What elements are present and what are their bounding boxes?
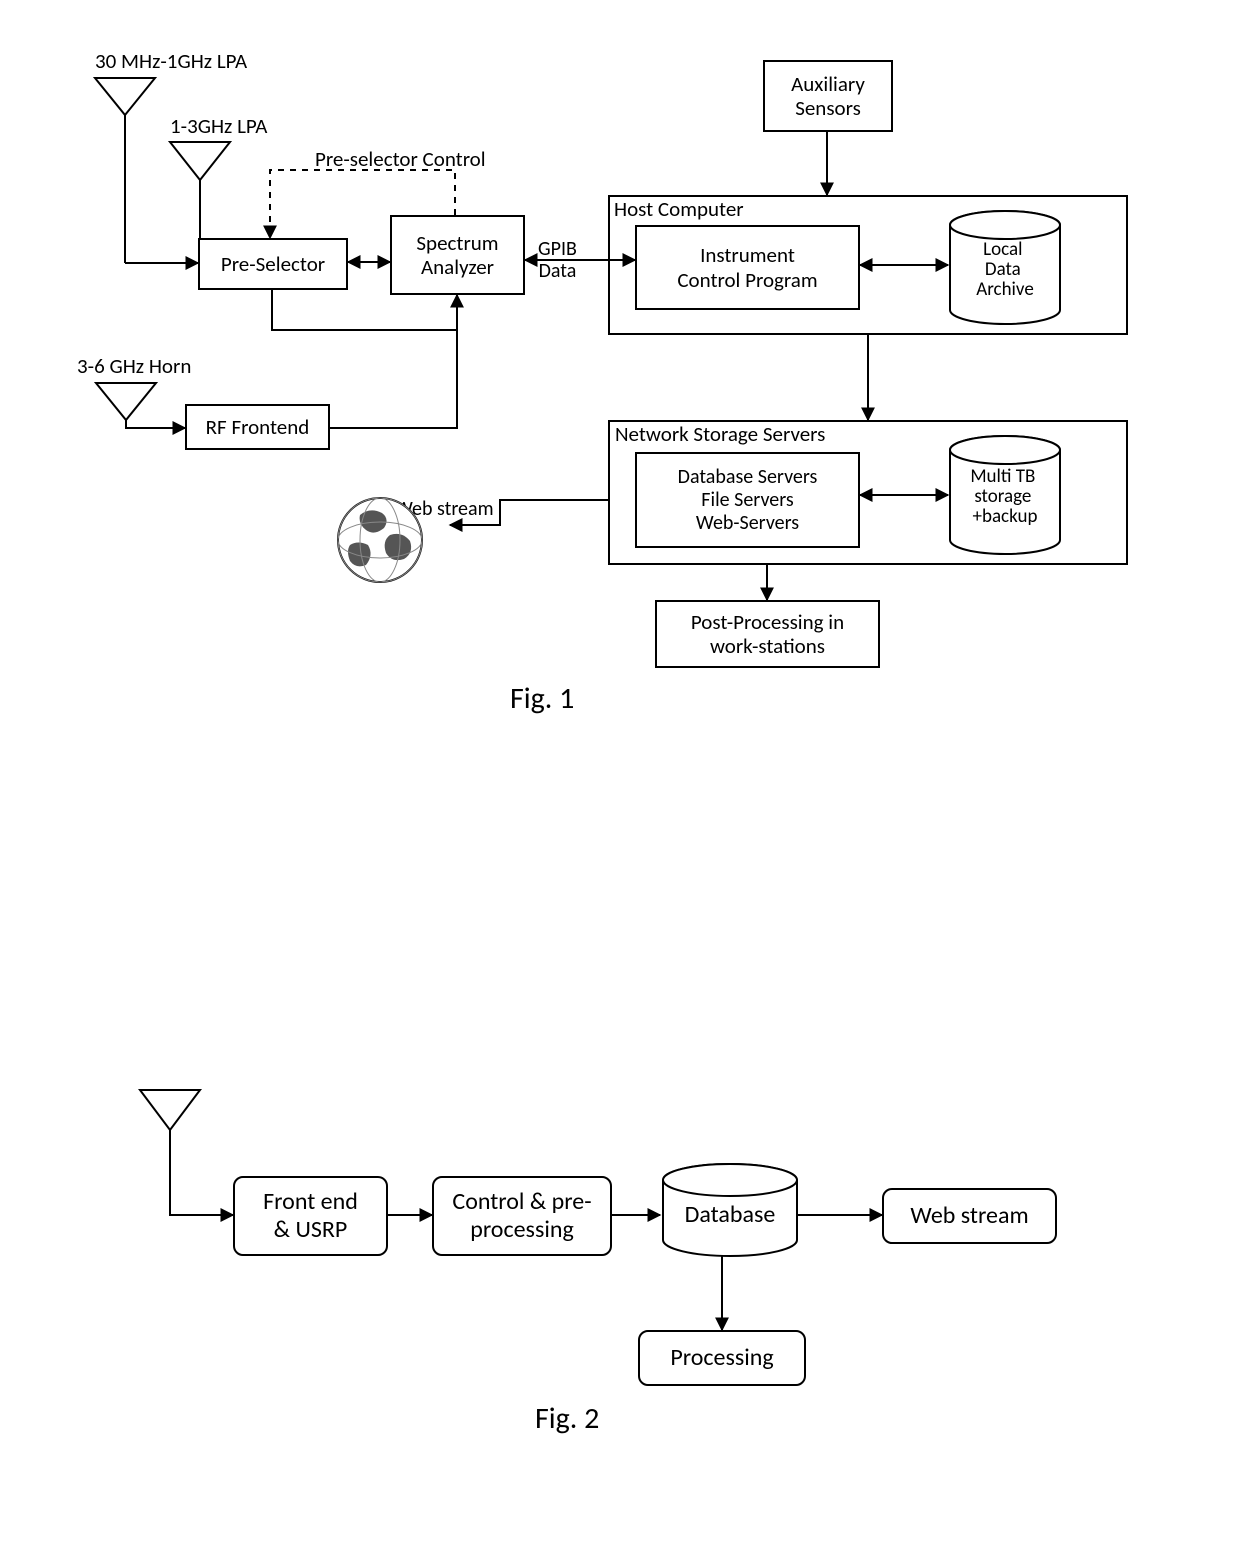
antenna1-label: 30 MHz-1GHz LPA bbox=[95, 50, 247, 73]
preselector-control-label: Pre-selector Control bbox=[315, 148, 486, 171]
processing-box: Processing bbox=[638, 1330, 806, 1386]
network-storage-label: Network Storage Servers bbox=[615, 421, 825, 447]
front-end-box: Front end& USRP bbox=[233, 1176, 388, 1256]
spectrum-analyzer-box: SpectrumAnalyzer bbox=[390, 215, 525, 295]
web-stream-label: Web stream bbox=[395, 498, 494, 520]
fig2-caption: Fig. 2 bbox=[535, 1400, 599, 1437]
web-stream-box: Web stream bbox=[882, 1188, 1057, 1244]
host-computer-label: Host Computer bbox=[614, 196, 744, 222]
control-pre-box: Control & pre-processing bbox=[432, 1176, 612, 1256]
antenna3-label: 3-6 GHz Horn bbox=[77, 355, 191, 378]
auxiliary-sensors-box: AuxiliarySensors bbox=[763, 60, 893, 132]
pre-selector-box: Pre-Selector bbox=[198, 238, 348, 290]
fig1-caption: Fig. 1 bbox=[510, 680, 574, 717]
gpib-data-label: GPIBData bbox=[538, 238, 577, 282]
db-servers-box: Database ServersFile ServersWeb-Servers bbox=[635, 452, 860, 548]
instrument-control-box: InstrumentControl Program bbox=[635, 225, 860, 310]
svg-text:Database: Database bbox=[685, 1200, 776, 1229]
post-processing-box: Post-Processing inwork-stations bbox=[655, 600, 880, 668]
rf-frontend-box: RF Frontend bbox=[185, 404, 330, 450]
antenna2-label: 1-3GHz LPA bbox=[170, 115, 267, 138]
